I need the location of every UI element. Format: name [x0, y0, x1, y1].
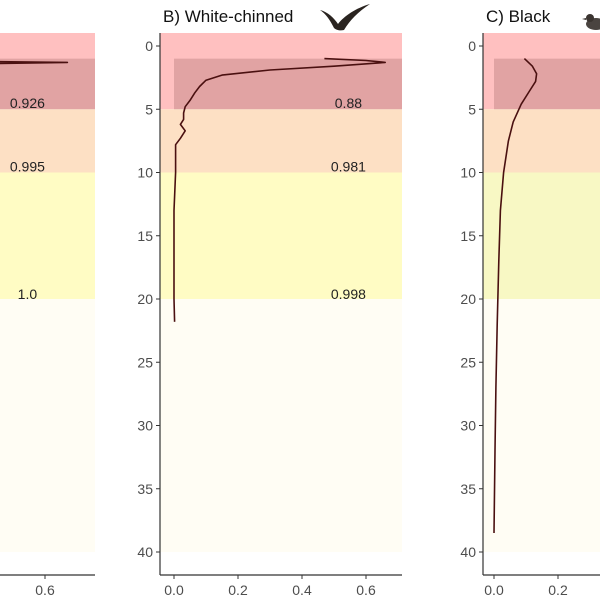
y-tick-label: 40	[460, 544, 476, 560]
y-tick-label: 10	[137, 165, 153, 181]
depth-band	[483, 33, 600, 110]
depth-band	[483, 172, 600, 299]
panel-0: 0.926 0.995 1.0 0.6	[0, 33, 95, 598]
y-tick-label: 10	[460, 165, 476, 181]
y-tick-label: 30	[137, 418, 153, 434]
depth-band	[0, 109, 95, 173]
duck-icon	[582, 14, 600, 30]
density-line	[173, 57, 386, 322]
shaded-region	[494, 58, 600, 110]
x-tick-label: 0.0	[484, 582, 504, 598]
depth-band	[483, 299, 600, 552]
x-tick-label: 0.2	[548, 582, 568, 598]
depth-band	[160, 109, 402, 173]
band-probability-label: 0.981	[331, 158, 366, 174]
depth-band	[0, 172, 95, 299]
y-tick-label: 15	[137, 228, 153, 244]
depth-band	[483, 109, 600, 173]
flying-seabird-icon	[320, 4, 370, 31]
x-tick-label: 0.6	[35, 582, 55, 598]
duck-bill	[582, 18, 586, 20]
y-tick-label: 25	[137, 354, 153, 370]
panel-title: B) White-chinned	[163, 7, 293, 26]
x-tick-label: 0.0	[164, 582, 184, 598]
band-probability-label: 0.995	[10, 158, 45, 174]
density-line	[493, 58, 538, 534]
y-tick-label: 35	[137, 481, 153, 497]
depth-band	[160, 299, 402, 552]
depth-band	[0, 33, 95, 110]
y-tick-label: 30	[460, 418, 476, 434]
depth-band	[160, 172, 402, 299]
y-tick-label: 0	[468, 38, 476, 54]
y-tick-label: 35	[460, 481, 476, 497]
panel-title: C) Black	[486, 7, 551, 26]
duck-head	[586, 14, 594, 22]
band-probability-label: 1.0	[18, 286, 38, 302]
band-probability-label: 0.88	[335, 95, 362, 111]
shaded-region	[174, 58, 402, 110]
depth-band	[160, 33, 402, 110]
bird-body	[320, 4, 370, 31]
band-probability-label: 0.998	[331, 286, 366, 302]
density-line	[0, 60, 69, 65]
x-tick-label: 0.2	[228, 582, 248, 598]
y-tick-label: 40	[137, 544, 153, 560]
y-tick-label: 25	[460, 354, 476, 370]
y-tick-label: 20	[460, 291, 476, 307]
shaded-region	[0, 58, 95, 110]
x-tick-label: 0.6	[356, 582, 376, 598]
depth-band	[0, 299, 95, 552]
band-probability-label: 0.926	[10, 95, 45, 111]
panel-1: 0.88 0.981 0.998 0 5 10 15 20 25 30 35 40 0.0 0.2 0.4 0…	[137, 7, 402, 598]
y-tick-label: 20	[137, 291, 153, 307]
panel-2: 0 5 10 15 20 25 30 35 40 0.0 0.2 C) Black	[460, 7, 600, 598]
y-tick-label: 5	[468, 101, 476, 117]
y-tick-label: 15	[460, 228, 476, 244]
y-tick-label: 0	[145, 38, 153, 54]
x-tick-label: 0.4	[292, 582, 312, 598]
y-tick-label: 5	[145, 101, 153, 117]
